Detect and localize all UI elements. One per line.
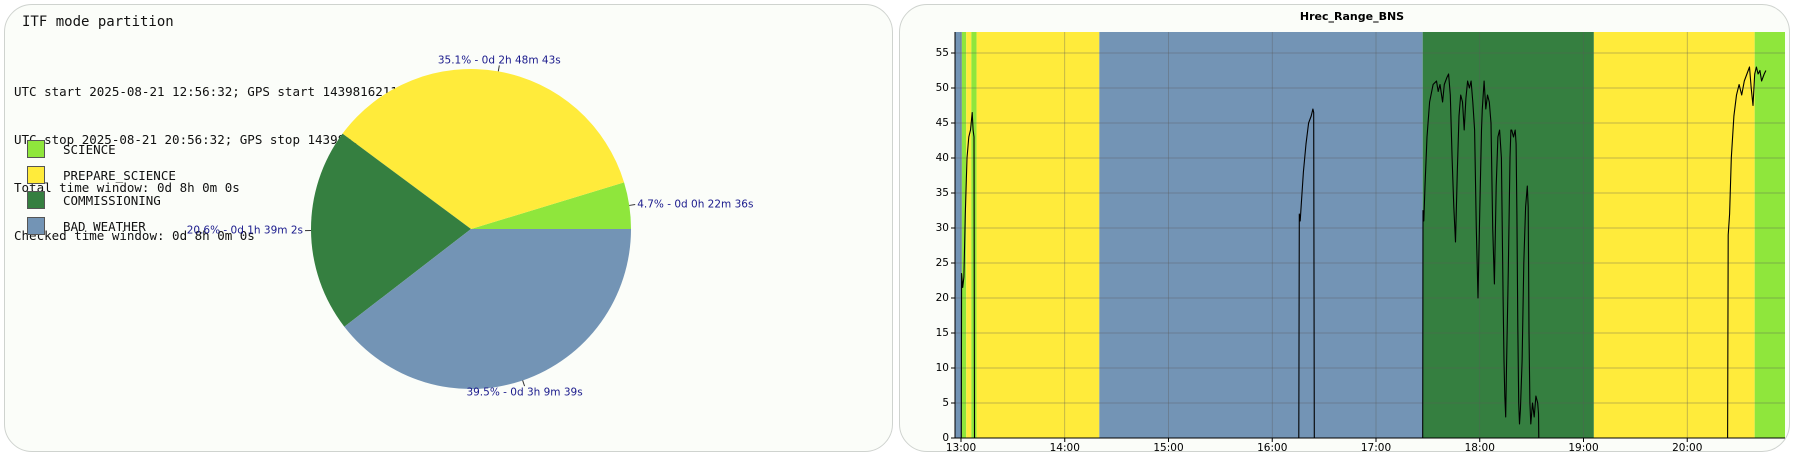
- band-prepare-science: [966, 32, 972, 438]
- pie-slice-bad-weather: [344, 229, 631, 389]
- pie-slice-commissioning: [311, 133, 471, 327]
- legend-label: COMMISSIONING: [63, 193, 161, 208]
- pie-label-leader: [497, 65, 500, 72]
- y-tick-label: 50: [936, 82, 949, 94]
- pie-slice-science: [471, 182, 631, 229]
- pie-label-bad-weather: 39.5% - 0d 3h 9m 39s: [466, 386, 582, 398]
- legend-swatch: [27, 191, 45, 209]
- pie-label-commissioning: 20.6% - 0d 1h 39m 2s: [187, 225, 303, 237]
- y-tick-label: 35: [936, 187, 949, 199]
- band-prepare-science: [1593, 32, 1755, 438]
- band-bad-weather: [955, 32, 962, 438]
- range-series-segment: [1727, 66, 1767, 439]
- band-commissioning: [1422, 32, 1594, 438]
- x-tick-label: 19:00: [1568, 442, 1598, 452]
- legend-label: SCIENCE: [63, 142, 116, 157]
- y-tick-label: 55: [936, 47, 949, 59]
- x-tick-label: 13:00: [946, 442, 976, 452]
- band-science: [1754, 32, 1785, 438]
- y-tick-label: 25: [936, 257, 949, 269]
- pie-label-science: 4.7% - 0d 0h 22m 36s: [637, 199, 753, 211]
- x-tick-label: 16:00: [1257, 442, 1287, 452]
- pie-label-prepare-science: 35.1% - 0d 2h 48m 43s: [438, 54, 561, 66]
- time-window-info: UTC start 2025-08-21 12:56:32; GPS start…: [14, 52, 405, 276]
- range-chart-panel: Hrec_Range_BNS 0 5 10 15 20 25 30 35 40 45 50 55 13:0…: [899, 4, 1790, 452]
- x-tick-label: 15:00: [1153, 442, 1183, 452]
- band-bad-weather: [1099, 32, 1423, 438]
- y-tick-label: 0: [942, 432, 949, 444]
- y-tick-label: 30: [936, 222, 949, 234]
- pie-label-leader: [629, 204, 636, 206]
- legend-label: BAD_WEATHER: [63, 218, 146, 234]
- pie-chart: 4.7% - 0d 0h 22m 36s 35.1% - 0d 2h 48m 43…: [187, 54, 754, 398]
- y-tick-label: 15: [936, 327, 949, 339]
- x-tick-label: 17:00: [1361, 442, 1391, 452]
- range-line-chart: Hrec_Range_BNS 0 5 10 15 20 25 30 35 40 45 50 55 13:0…: [936, 10, 1785, 452]
- y-tick-label: 10: [936, 362, 949, 374]
- y-tick-label: 40: [936, 152, 949, 164]
- range-series-segment: [1298, 108, 1315, 439]
- y-tick-label: 45: [936, 117, 949, 129]
- mode-partition-panel: ITF mode partition UTC start 2025-08-21 …: [4, 4, 893, 452]
- legend-swatch: [27, 216, 45, 235]
- legend-swatch: [27, 140, 45, 158]
- range-series-segment: [1422, 73, 1540, 439]
- y-tick-label: 5: [942, 397, 949, 409]
- pie-slice-prepare-science: [342, 68, 625, 229]
- pie-label-leader: [522, 380, 526, 387]
- y-tick-label: 20: [936, 292, 949, 304]
- legend-label: PREPARE_SCIENCE: [63, 167, 176, 183]
- x-tick-label: 14:00: [1050, 442, 1080, 452]
- range-series-segment: [960, 111, 976, 439]
- chart-title: Hrec_Range_BNS: [1300, 10, 1404, 23]
- band-science: [961, 32, 967, 438]
- x-tick-label: 18:00: [1465, 442, 1495, 452]
- legend-swatch: [27, 165, 45, 184]
- x-tick-label: 20:00: [1672, 442, 1702, 452]
- panel-title: ITF mode partition: [22, 14, 174, 30]
- band-prepare-science: [976, 32, 1100, 438]
